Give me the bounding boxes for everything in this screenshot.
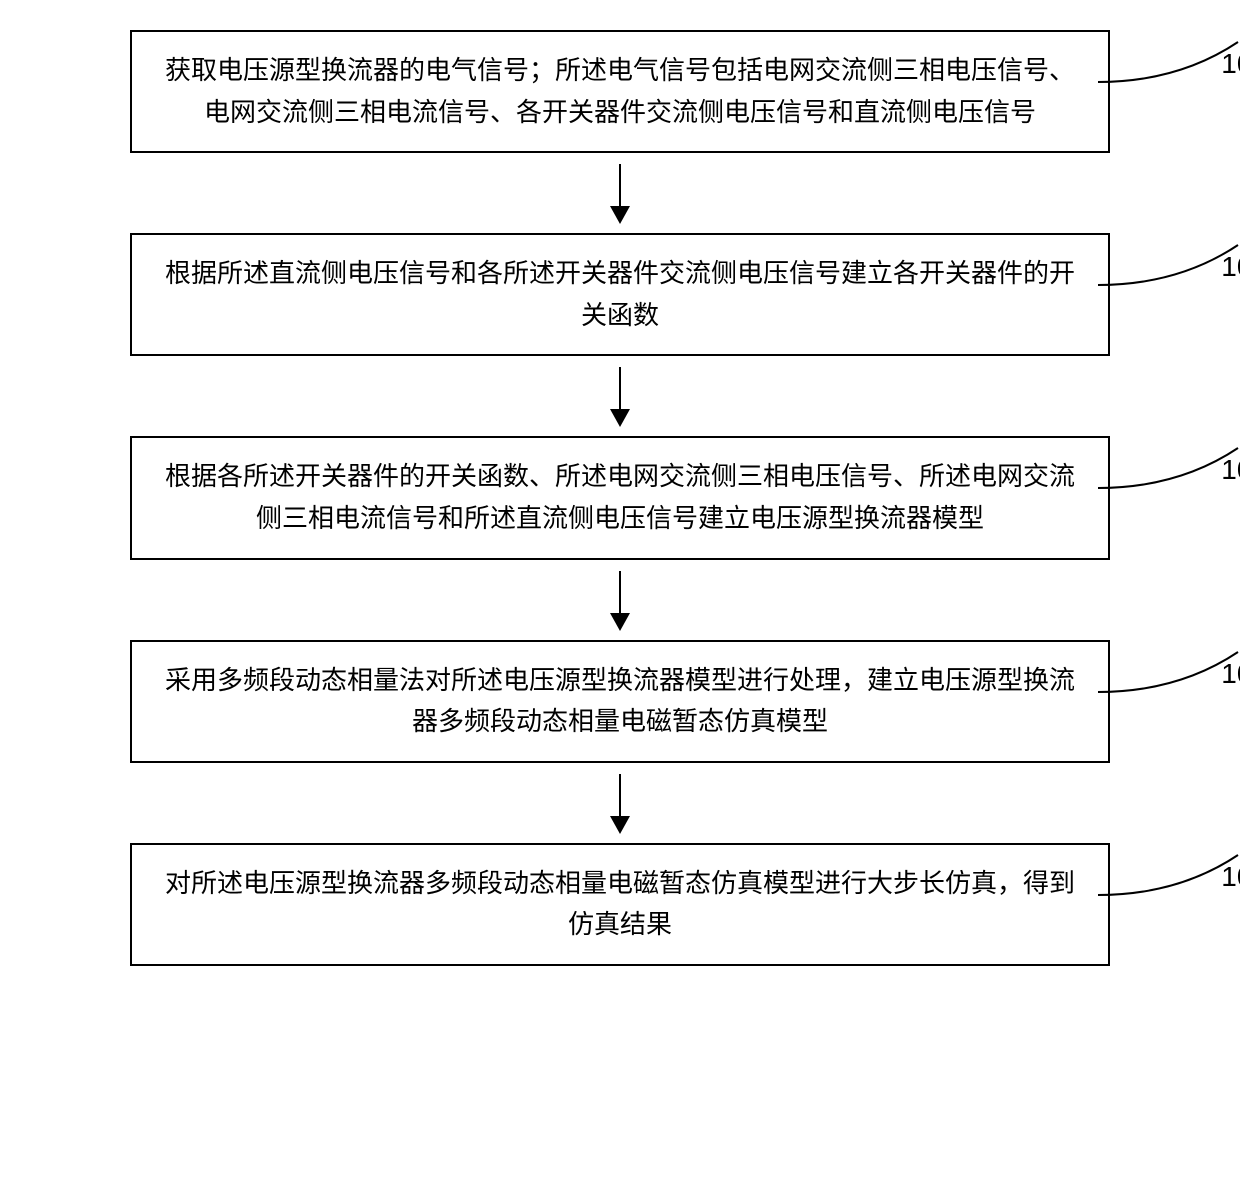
step-104-box: 采用多频段动态相量法对所述电压源型换流器模型进行处理，建立电压源型换流器多频段动… [130,640,1110,763]
arrow-line-3 [619,571,621,629]
step-105-box: 对所述电压源型换流器多频段动态相量电磁暂态仿真模型进行大步长仿真，得到仿真结果 … [130,843,1110,966]
step-102-box: 根据所述直流侧电压信号和各所述开关器件交流侧电压信号建立各开关器件的开关函数 1… [130,233,1110,356]
step-101-label: 101 [1221,42,1240,87]
step-105-wrapper: 对所述电压源型换流器多频段动态相量电磁暂态仿真模型进行大步长仿真，得到仿真结果 … [30,843,1210,966]
step-102-wrapper: 根据所述直流侧电压信号和各所述开关器件交流侧电压信号建立各开关器件的开关函数 1… [30,233,1210,356]
step-103-box: 根据各所述开关器件的开关函数、所述电网交流侧三相电压信号、所述电网交流侧三相电流… [130,436,1110,559]
step-103-wrapper: 根据各所述开关器件的开关函数、所述电网交流侧三相电压信号、所述电网交流侧三相电流… [30,436,1210,559]
step-103-label: 103 [1221,448,1240,493]
step-102-label: 102 [1221,245,1240,290]
step-105-text: 对所述电压源型换流器多频段动态相量电磁暂态仿真模型进行大步长仿真，得到仿真结果 [165,869,1075,940]
step-104-wrapper: 采用多频段动态相量法对所述电压源型换流器模型进行处理，建立电压源型换流器多频段动… [30,640,1210,763]
step-104-text: 采用多频段动态相量法对所述电压源型换流器模型进行处理，建立电压源型换流器多频段动… [165,666,1075,737]
step-103-text: 根据各所述开关器件的开关函数、所述电网交流侧三相电压信号、所述电网交流侧三相电流… [165,462,1075,533]
step-104-label: 104 [1221,652,1240,697]
connector-curve-104 [1098,647,1240,697]
step-101-wrapper: 获取电压源型换流器的电气信号；所述电气信号包括电网交流侧三相电压信号、电网交流侧… [30,30,1210,153]
step-101-text: 获取电压源型换流器的电气信号；所述电气信号包括电网交流侧三相电压信号、电网交流侧… [165,56,1075,127]
arrow-4 [30,763,1210,843]
step-105-label: 105 [1221,855,1240,900]
step-101-box: 获取电压源型换流器的电气信号；所述电气信号包括电网交流侧三相电压信号、电网交流侧… [130,30,1110,153]
flowchart-container: 获取电压源型换流器的电气信号；所述电气信号包括电网交流侧三相电压信号、电网交流侧… [30,30,1210,966]
arrow-line-2 [619,367,621,425]
connector-curve-103 [1098,443,1240,493]
arrow-line-4 [619,774,621,832]
connector-curve-101 [1098,37,1240,87]
arrow-1 [30,153,1210,233]
connector-curve-105 [1098,850,1240,900]
step-102-text: 根据所述直流侧电压信号和各所述开关器件交流侧电压信号建立各开关器件的开关函数 [165,259,1075,330]
arrow-line-1 [619,164,621,222]
connector-curve-102 [1098,240,1240,290]
arrow-2 [30,356,1210,436]
arrow-3 [30,560,1210,640]
